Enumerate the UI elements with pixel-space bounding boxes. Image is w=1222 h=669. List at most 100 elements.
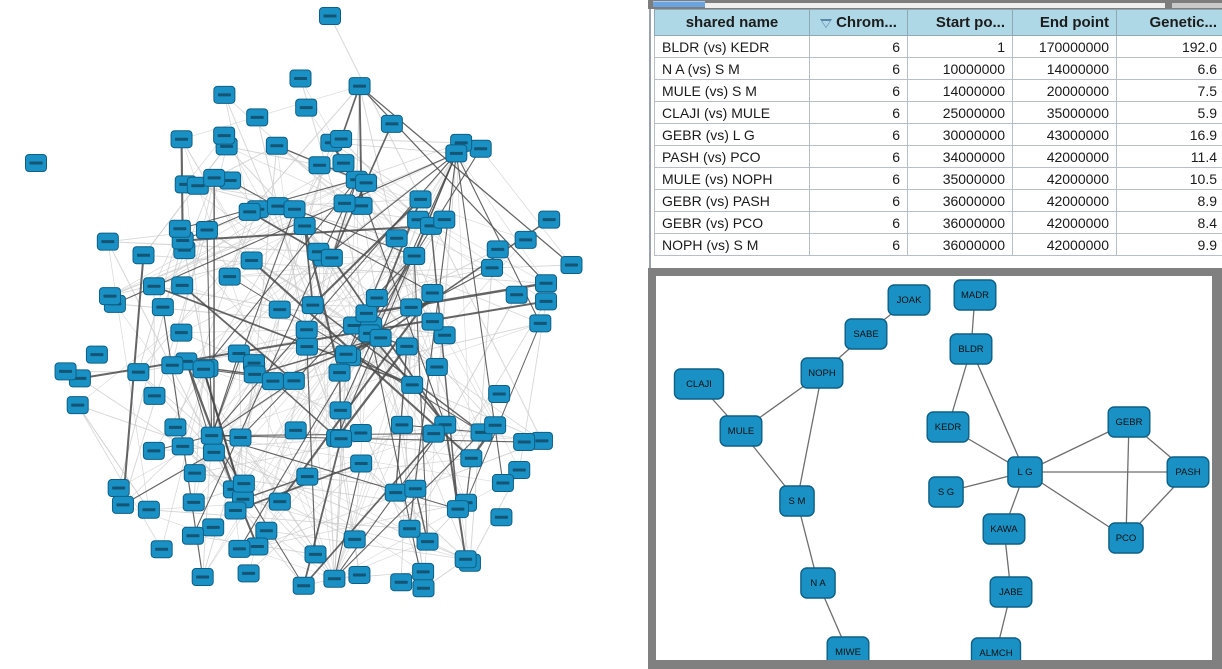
network-node[interactable] xyxy=(218,267,241,286)
network-node[interactable] xyxy=(213,126,236,145)
node-shape[interactable] xyxy=(970,637,1022,660)
subnetwork-node[interactable]: MULE xyxy=(719,415,763,447)
network-edge[interactable] xyxy=(444,294,518,425)
network-node[interactable] xyxy=(460,449,483,468)
network-node[interactable] xyxy=(384,483,407,502)
subnetwork-node[interactable]: L G xyxy=(1007,456,1043,488)
network-node[interactable] xyxy=(183,464,206,483)
subnetwork-view[interactable]: CLAJI MULE NOPH SABE JOAK S M N A MIWE MADR BLDR K… xyxy=(656,276,1212,660)
network-edge[interactable] xyxy=(143,254,547,284)
cell-end_point[interactable]: 42000000 xyxy=(1012,145,1117,168)
cell-chromosome[interactable]: 6 xyxy=(809,123,908,146)
network-edge[interactable] xyxy=(153,179,357,287)
tab-active-indicator[interactable] xyxy=(653,1,705,7)
network-edge[interactable] xyxy=(360,463,471,564)
network-node[interactable] xyxy=(240,251,263,270)
network-edge[interactable] xyxy=(229,211,251,277)
network-edge[interactable] xyxy=(138,371,212,436)
network-edge[interactable] xyxy=(109,162,344,297)
cell-chromosome[interactable]: 6 xyxy=(809,35,908,58)
subnetwork-node[interactable]: MIWE xyxy=(826,636,870,660)
cell-chromosome[interactable]: 6 xyxy=(809,101,908,124)
network-edge[interactable] xyxy=(306,248,498,348)
subnetwork-edge[interactable] xyxy=(796,372,823,502)
network-edge[interactable] xyxy=(211,251,319,436)
cell-shared_name[interactable]: MULE (vs) NOPH xyxy=(654,167,810,190)
network-edge[interactable] xyxy=(331,255,415,259)
network-node[interactable] xyxy=(332,154,355,173)
network-node[interactable] xyxy=(348,565,371,584)
cell-shared_name[interactable]: GEBR (vs) L G xyxy=(654,123,810,146)
network-node[interactable] xyxy=(150,540,173,559)
network-node[interactable] xyxy=(350,454,373,473)
subnetwork-node[interactable]: JOAK xyxy=(887,284,931,316)
table-row[interactable]: N A (vs) S M 6 10000000 14000000 6.6 xyxy=(654,57,1222,80)
network-edge[interactable] xyxy=(336,345,408,439)
cell-start_point[interactable]: 10000000 xyxy=(907,57,1013,80)
node-shape[interactable] xyxy=(953,279,997,311)
node-shape[interactable] xyxy=(1166,456,1210,488)
network-node[interactable] xyxy=(469,139,492,158)
network-edge[interactable] xyxy=(122,329,307,506)
cell-chromosome[interactable]: 6 xyxy=(809,189,908,212)
network-node[interactable] xyxy=(182,493,205,512)
cell-chromosome[interactable]: 6 xyxy=(809,145,908,168)
cell-shared_name[interactable]: N A (vs) S M xyxy=(654,57,810,80)
cell-start_point[interactable]: 36000000 xyxy=(907,211,1013,234)
network-edge[interactable] xyxy=(107,241,319,253)
node-shape[interactable] xyxy=(826,636,870,660)
network-edge[interactable] xyxy=(469,267,493,563)
network-node[interactable] xyxy=(333,194,356,213)
table-row[interactable]: PASH (vs) PCO 6 34000000 42000000 11.4 xyxy=(654,145,1222,168)
table-row[interactable]: BLDR (vs) KEDR 6 1 170000000 192.0 xyxy=(654,35,1222,58)
network-node[interactable] xyxy=(295,337,318,356)
node-shape[interactable] xyxy=(949,333,993,365)
column-header-chromosome[interactable]: Chrom... xyxy=(809,9,908,36)
network-edge[interactable] xyxy=(148,509,410,530)
subnetwork-node[interactable]: S G xyxy=(928,476,964,508)
network-node[interactable] xyxy=(266,197,289,216)
network-node[interactable] xyxy=(433,326,456,345)
network-node[interactable] xyxy=(127,363,150,382)
network-node[interactable] xyxy=(143,277,166,296)
network-node[interactable] xyxy=(111,495,134,514)
subnetwork-node[interactable]: BLDR xyxy=(949,333,993,365)
cell-genetic[interactable]: 9.9 xyxy=(1116,233,1222,256)
network-edge[interactable] xyxy=(211,435,424,573)
network-node[interactable] xyxy=(228,539,251,558)
network-edge[interactable] xyxy=(303,225,314,306)
cell-start_point[interactable]: 36000000 xyxy=(907,233,1013,256)
network-edge[interactable] xyxy=(339,372,424,573)
table-row[interactable]: NOPH (vs) S M 6 36000000 42000000 9.9 xyxy=(654,233,1222,256)
network-edge[interactable] xyxy=(211,209,296,436)
network-node[interactable] xyxy=(454,550,477,569)
network-node[interactable] xyxy=(350,196,373,215)
network-edge[interactable] xyxy=(118,435,212,489)
network-node[interactable] xyxy=(422,424,445,443)
column-header-start-point[interactable]: Start po... xyxy=(907,9,1013,36)
network-edge[interactable] xyxy=(410,307,472,459)
network-node[interactable] xyxy=(481,258,504,277)
network-node[interactable] xyxy=(401,375,424,394)
cell-start_point[interactable]: 14000000 xyxy=(907,79,1013,102)
network-edge[interactable] xyxy=(181,284,295,382)
subnetwork-node[interactable]: SABE xyxy=(844,318,888,350)
network-edge[interactable] xyxy=(226,145,320,166)
network-node[interactable] xyxy=(329,401,352,420)
network-edge[interactable] xyxy=(456,153,547,284)
network-edge[interactable] xyxy=(333,424,446,580)
cell-chromosome[interactable]: 6 xyxy=(809,211,908,234)
edge-table[interactable]: shared name Chrom... Start po... End poi… xyxy=(654,9,1222,256)
network-edge[interactable] xyxy=(153,433,434,452)
network-edge[interactable] xyxy=(303,424,446,587)
network-node[interactable] xyxy=(486,240,509,259)
subnetwork-node[interactable]: JABE xyxy=(989,576,1033,608)
network-edge[interactable] xyxy=(256,117,308,330)
network-edge[interactable] xyxy=(77,404,150,510)
network-edge[interactable] xyxy=(312,198,422,306)
table-row[interactable]: MULE (vs) NOPH 6 35000000 42000000 10.5 xyxy=(654,167,1222,190)
network-node[interactable] xyxy=(98,287,121,306)
network-edge[interactable] xyxy=(257,309,281,547)
network-edge[interactable] xyxy=(331,142,457,154)
network-edge[interactable] xyxy=(333,463,362,579)
